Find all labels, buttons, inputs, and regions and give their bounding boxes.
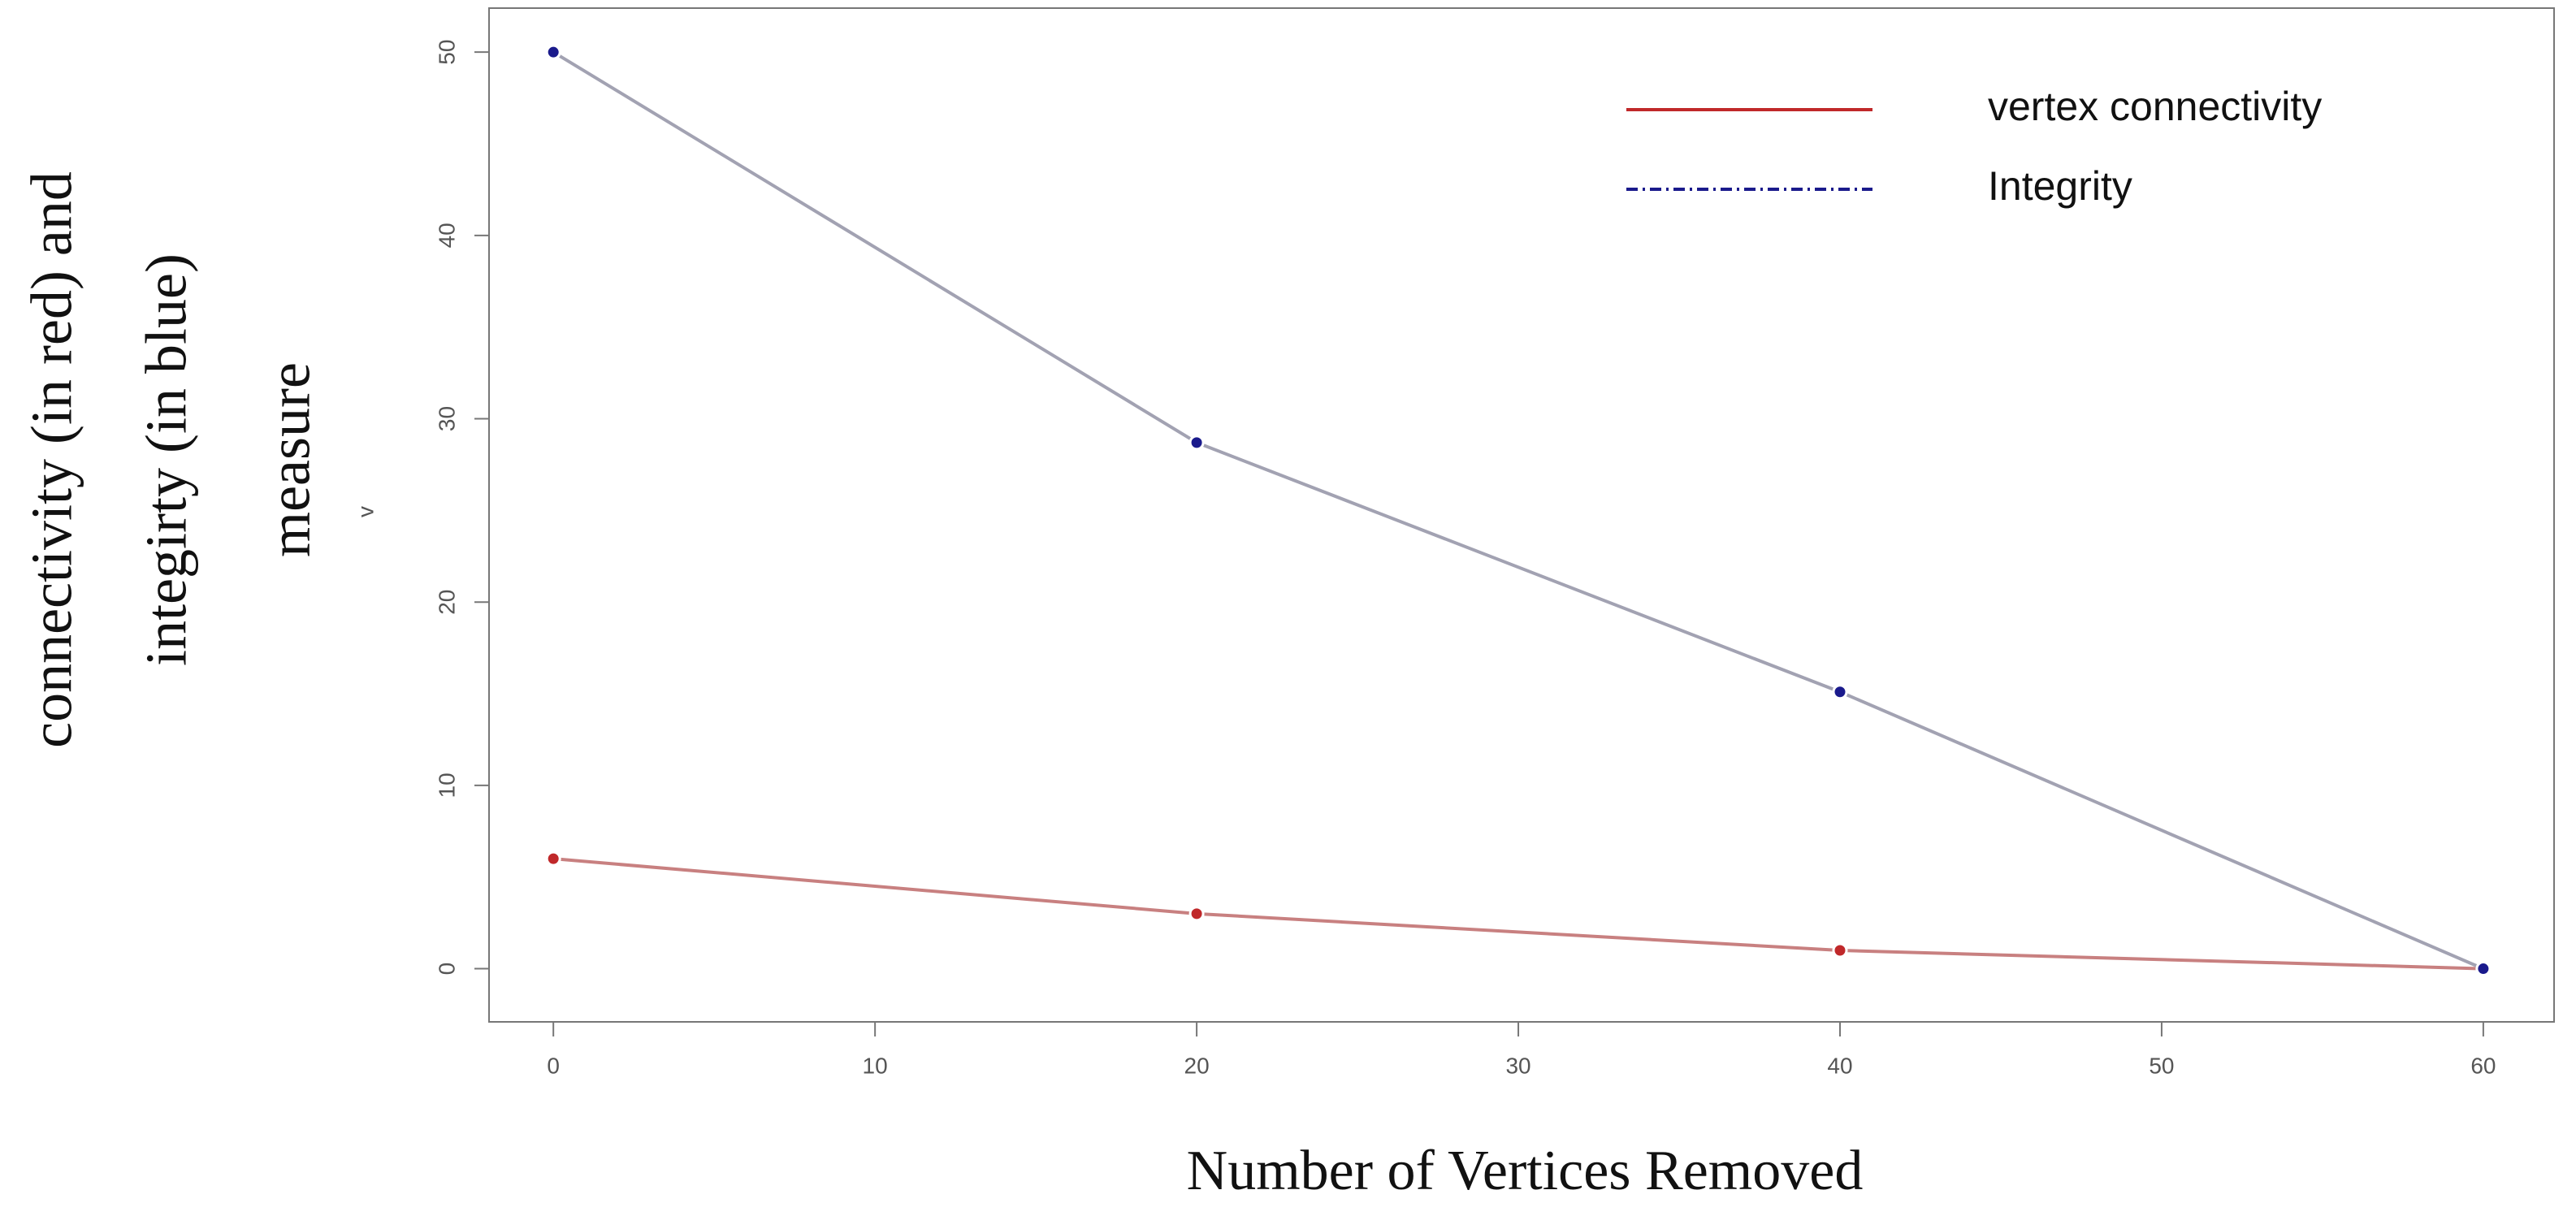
- y-tick-label: 40: [434, 223, 459, 248]
- data-point: [545, 44, 561, 60]
- series-line: [553, 857, 2483, 971]
- x-tick-label: 30: [1505, 1053, 1530, 1078]
- y-axis-label: measure: [258, 362, 323, 557]
- x-tick-label: 40: [1827, 1053, 1852, 1078]
- y-axis-label: integirty (in blue): [134, 253, 199, 666]
- data-point: [2475, 961, 2492, 977]
- y-tick-label: 50: [434, 40, 459, 65]
- x-tick-label: 50: [2149, 1053, 2174, 1078]
- x-tick-label: 20: [1184, 1053, 1210, 1078]
- legend-label: Integrity: [1988, 163, 2132, 209]
- y-axis-label: connectivity (in red) and: [19, 171, 84, 748]
- x-tick-label: 60: [2470, 1053, 2496, 1078]
- data-point: [1832, 684, 1848, 700]
- x-tick-label: 10: [863, 1053, 888, 1078]
- data-point: [1188, 435, 1205, 451]
- y-tick-label: 30: [434, 406, 459, 431]
- y-inner-label: v: [353, 506, 378, 517]
- data-point: [545, 850, 561, 867]
- data-point: [1832, 942, 1848, 959]
- legend-label: vertex connectivity: [1988, 84, 2322, 129]
- plot-frame: [488, 7, 2555, 1023]
- y-tick-label: 20: [434, 590, 459, 615]
- series-line: [552, 50, 2484, 971]
- y-tick-label: 0: [434, 963, 459, 976]
- x-axis-label: Number of Vertices Removed: [1187, 1140, 1864, 1202]
- x-tick-label: 0: [547, 1053, 560, 1078]
- data-point: [1188, 906, 1205, 922]
- y-tick-label: 10: [434, 772, 459, 798]
